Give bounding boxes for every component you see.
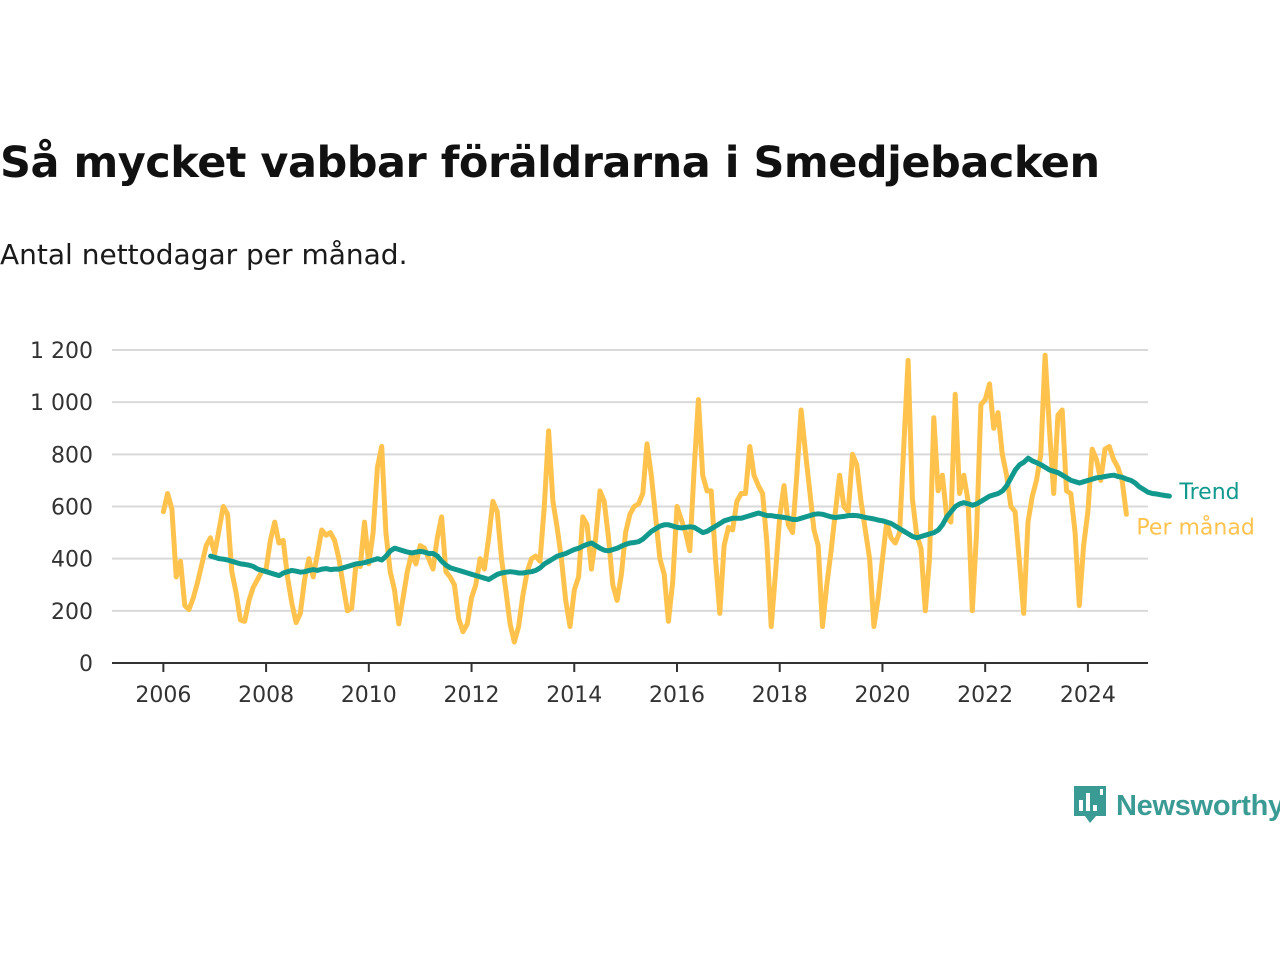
y-tick-label: 800 <box>51 443 93 468</box>
x-tick-label: 2006 <box>135 683 191 708</box>
chart-bubble-icon <box>1072 784 1108 828</box>
x-tick-label: 2024 <box>1060 683 1116 708</box>
series-label: Per månad <box>1136 514 1254 540</box>
y-tick-label: 1 000 <box>30 391 93 416</box>
chart-bubble-icon-graphic <box>1074 786 1106 823</box>
y-tick-label: 1 200 <box>30 339 93 364</box>
x-tick-label: 2022 <box>957 683 1013 708</box>
x-tick-label: 2020 <box>854 683 910 708</box>
series-line <box>208 455 1172 582</box>
y-tick-label: 600 <box>51 496 93 521</box>
x-tick-label: 2008 <box>238 683 294 708</box>
chart-subtitle: Antal nettodagar per månad. <box>0 238 408 271</box>
series-label-layer: Per månad Trend <box>1136 480 1254 540</box>
x-tick-label: 2016 <box>649 683 705 708</box>
x-tick-label: 2014 <box>546 683 602 708</box>
newsworthy-logo: Newsworthy <box>1072 784 1280 828</box>
series-label: Trend <box>1178 480 1239 505</box>
x-tick-label: 2010 <box>341 683 397 708</box>
y-tick-label: 0 <box>79 652 93 677</box>
y-tick-label: 200 <box>51 600 93 625</box>
series-line <box>160 352 1129 645</box>
series-layer <box>160 352 1172 645</box>
x-tick-label: 2018 <box>752 683 808 708</box>
chart-title: Så mycket vabbar föräldrarna i Smedjebac… <box>0 138 1100 188</box>
axis-layer: 0 200 400 600 800 1 000 1 200 2006 2008 2010 2012 2… <box>30 339 1148 708</box>
x-tick-label: 2012 <box>444 683 500 708</box>
brand-name: Newsworthy <box>1116 789 1280 822</box>
y-tick-label: 400 <box>51 548 93 573</box>
